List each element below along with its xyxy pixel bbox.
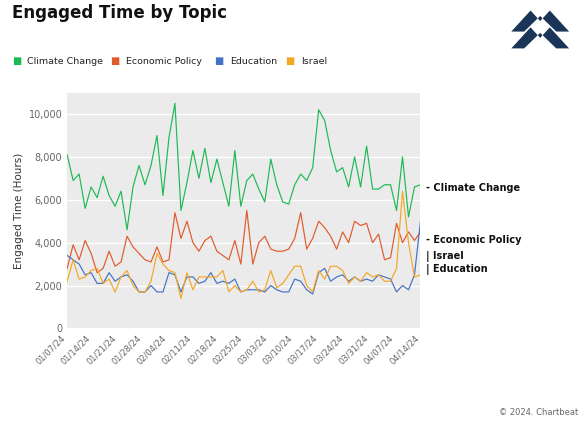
Text: ■: ■ [12, 56, 21, 66]
Text: Climate Change: Climate Change [27, 56, 103, 66]
Y-axis label: Engaged Time (Hours): Engaged Time (Hours) [15, 152, 25, 269]
Text: | Israel: | Israel [426, 251, 464, 262]
Text: ■: ■ [215, 56, 224, 66]
Text: Engaged Time by Topic: Engaged Time by Topic [12, 4, 227, 22]
Polygon shape [512, 27, 569, 48]
Text: | Education: | Education [426, 264, 488, 275]
Text: ■: ■ [110, 56, 120, 66]
Text: - Economic Policy: - Economic Policy [426, 235, 522, 245]
Text: ■: ■ [286, 56, 295, 66]
Text: Economic Policy: Economic Policy [126, 56, 201, 66]
Text: - Climate Change: - Climate Change [426, 183, 520, 193]
Text: © 2024. Chartbeat: © 2024. Chartbeat [499, 408, 578, 417]
Text: Education: Education [230, 56, 277, 66]
Text: Israel: Israel [301, 56, 327, 66]
Polygon shape [512, 11, 569, 32]
